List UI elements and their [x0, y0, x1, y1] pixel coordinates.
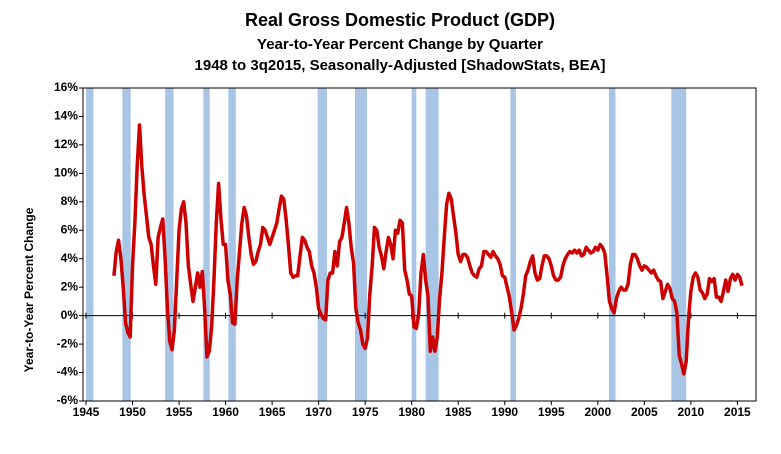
- y-tick-label: 2%: [61, 279, 79, 293]
- y-tick-label: 12%: [54, 137, 78, 151]
- data-line: [112, 123, 744, 376]
- chart-subtitle: 1948 to 3q2015, Seasonally-Adjusted [Sha…: [195, 57, 606, 74]
- chart-subtitle: Year-to-Year Percent Change by Quarter: [257, 36, 543, 53]
- shaded-period: [122, 88, 131, 401]
- y-tick-label: 8%: [61, 194, 79, 208]
- x-tick-label: 1945: [73, 405, 100, 419]
- shaded-period: [510, 88, 516, 401]
- shaded-period: [425, 88, 439, 401]
- x-tick-label: 1975: [352, 405, 379, 419]
- y-tick-label: -2%: [57, 336, 79, 350]
- x-tick-label: 1985: [445, 405, 472, 419]
- y-tick-label: 10%: [54, 166, 78, 180]
- y-tick-label: 0%: [61, 308, 79, 322]
- plot-frame: [82, 87, 757, 402]
- y-tick-label: 6%: [61, 222, 79, 236]
- y-tick-label: 4%: [61, 251, 79, 265]
- x-tick-label: 1965: [259, 405, 286, 419]
- shaded-period: [203, 88, 210, 401]
- y-tick-label: 14%: [54, 109, 78, 123]
- chart-title: Real Gross Domestic Product (GDP): [245, 10, 555, 30]
- x-tick-label: 1950: [119, 405, 146, 419]
- x-tick-label: 1980: [398, 405, 425, 419]
- x-tick-label: 1995: [538, 405, 565, 419]
- x-tick-label: 2000: [584, 405, 611, 419]
- y-tick-label: -6%: [57, 393, 79, 407]
- shaded-period: [228, 88, 236, 401]
- x-tick-label: 2015: [724, 405, 751, 419]
- x-tick-label: 1955: [166, 405, 193, 419]
- shaded-period: [86, 88, 94, 401]
- y-axis-label: Year-to-Year Percent Change: [22, 207, 36, 372]
- x-tick-label: 1990: [491, 405, 518, 419]
- shaded-period: [411, 88, 417, 401]
- x-tick-label: 2005: [631, 405, 658, 419]
- y-tick-label: 16%: [54, 80, 78, 94]
- shaded-period: [354, 88, 368, 401]
- y-tick-label: -4%: [57, 365, 79, 379]
- x-tick-label: 1960: [212, 405, 239, 419]
- shaded-period: [317, 88, 328, 401]
- shaded-period: [608, 88, 616, 401]
- x-tick-label: 2010: [678, 405, 705, 419]
- shaded-period: [671, 88, 687, 401]
- shaded-period: [165, 88, 174, 401]
- x-tick-label: 1970: [305, 405, 332, 419]
